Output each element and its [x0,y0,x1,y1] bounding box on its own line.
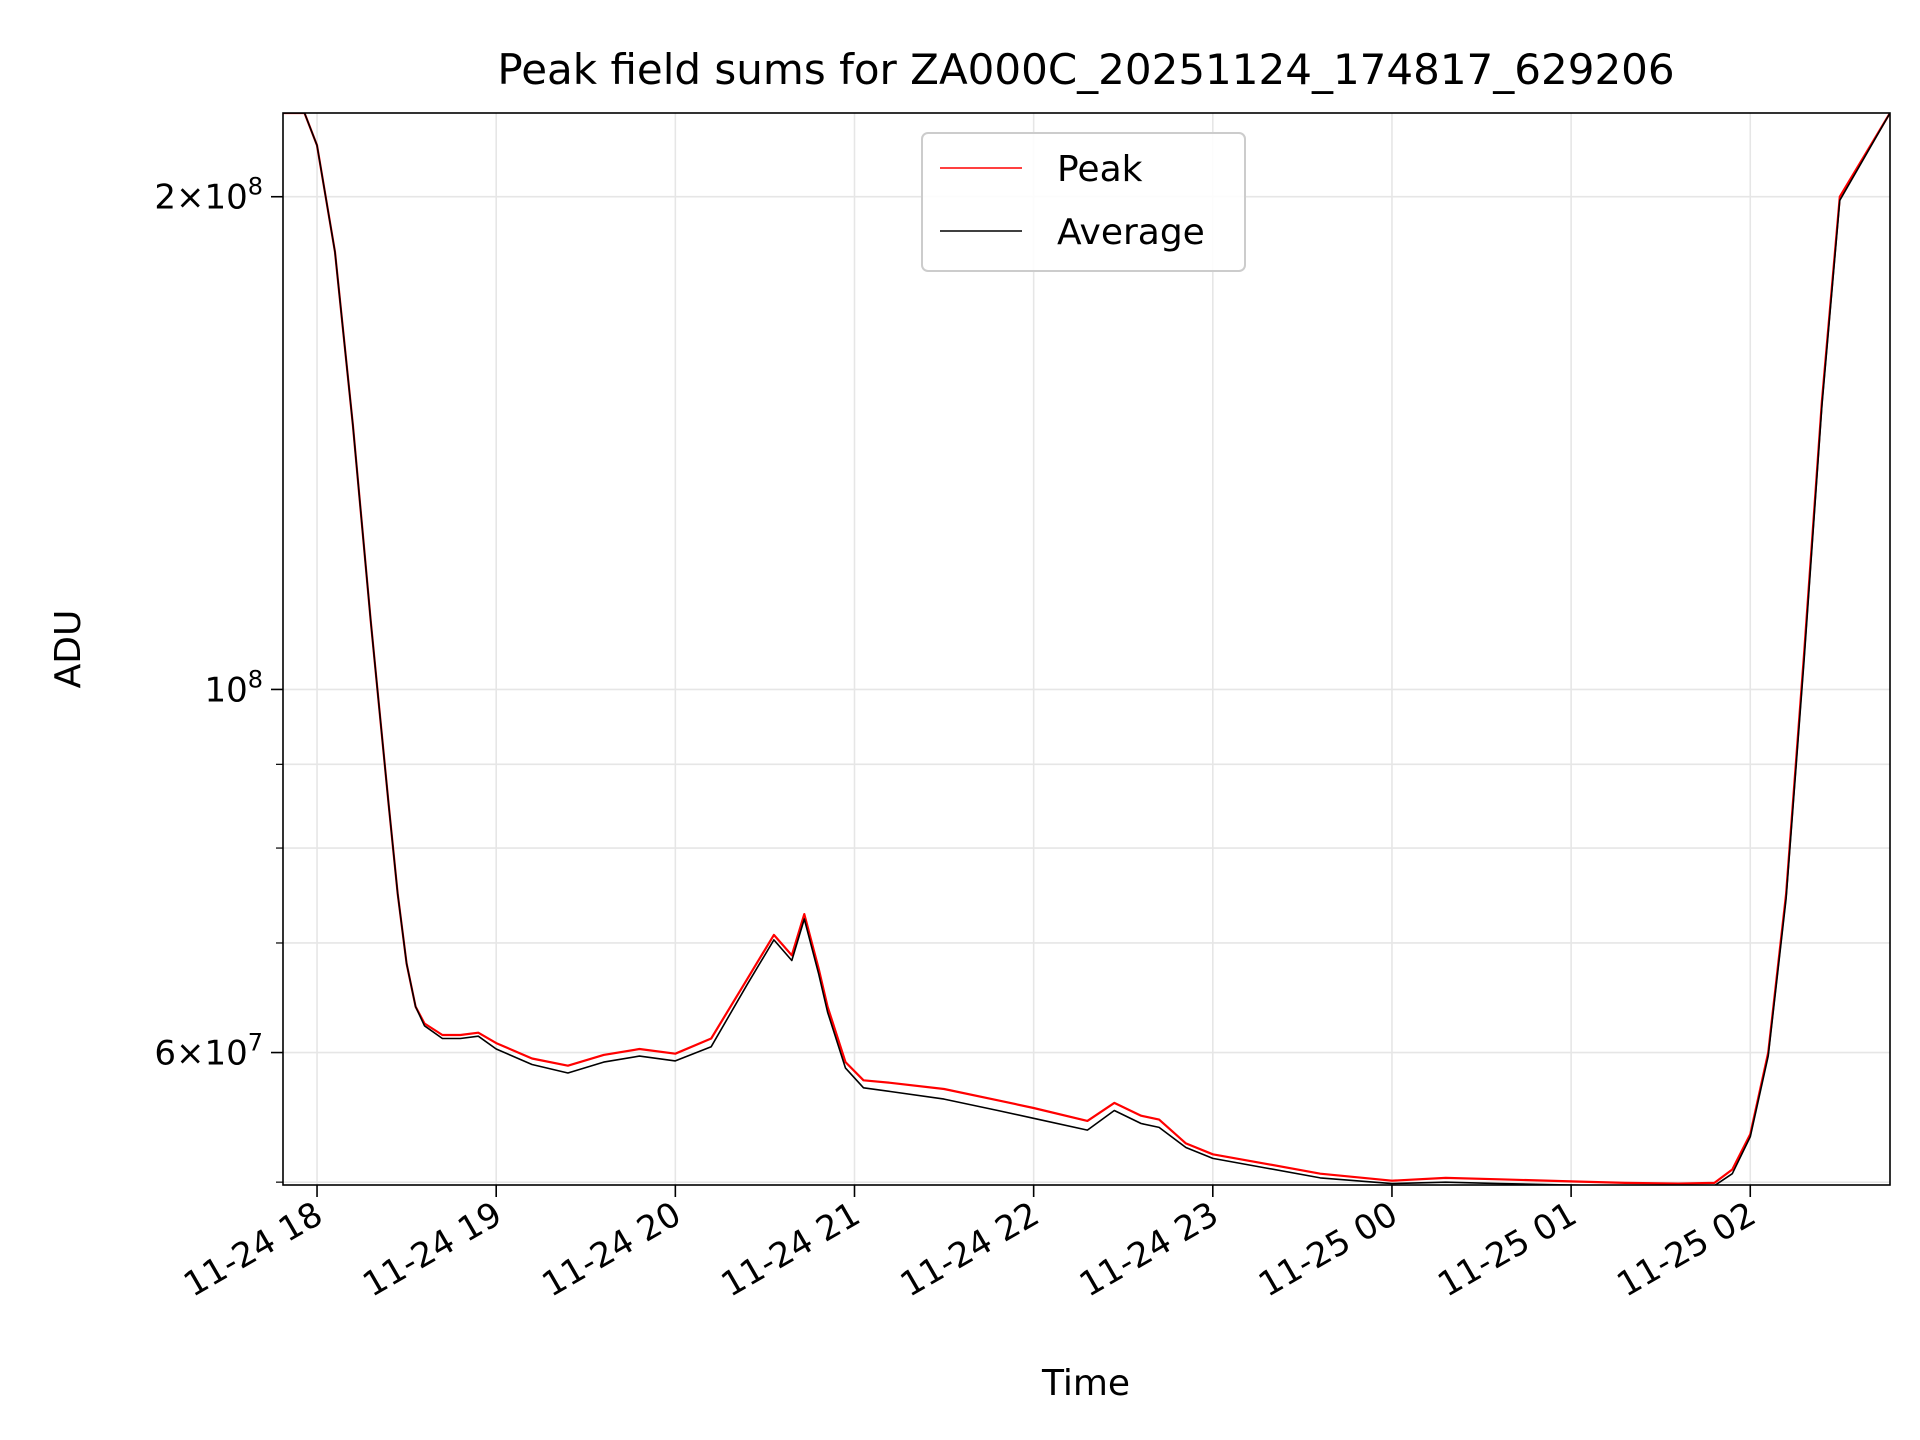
x-axis-label: Time [1041,1363,1130,1404]
y-tick-label: 108 [204,665,263,710]
legend: Peak Average [921,132,1246,272]
legend-label-average: Average [1057,212,1205,253]
plot-lines [283,113,1890,1185]
legend-label-peak: Peak [1057,149,1143,190]
chart-title: Peak field sums for ZA000C_20251124_1748… [497,45,1674,94]
y-tick-label: 6×107 [154,1029,263,1074]
y-axis-label: ADU [48,610,89,689]
y-axis: 2×108 108 6×107 [154,173,283,1183]
plot-frame [282,112,1891,1186]
series-line-average [283,113,1890,1185]
y-tick-label: 2×108 [154,173,263,218]
